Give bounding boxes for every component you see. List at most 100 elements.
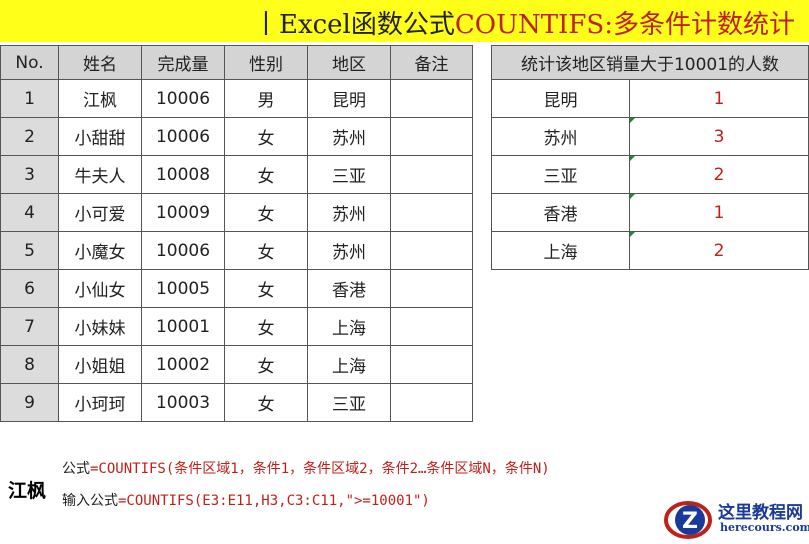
table-cell[interactable]: 10002	[141, 345, 225, 384]
table-cell[interactable]	[390, 345, 473, 384]
table-cell[interactable]: 小可爱	[58, 193, 142, 232]
table-cell[interactable]: 小姐姐	[58, 345, 142, 384]
table-cell[interactable]: 江枫	[58, 79, 142, 118]
formula-example: 输入公式=COUNTIFS(E3:E11,H3,C3:C11,">=10001"…	[62, 493, 430, 509]
table-cell[interactable]	[390, 193, 473, 232]
table-cell[interactable]: 10008	[141, 155, 225, 194]
table-cell[interactable]: 小妹妹	[58, 307, 142, 346]
stats-row: 三亚 2	[491, 155, 809, 194]
stats-row: 上海 2	[491, 231, 809, 270]
region-cell[interactable]: 昆明	[491, 79, 630, 118]
title-banner: 丨Excel函数公式COUNTIFS:多条件计数统计	[0, 0, 809, 42]
column-header: No.	[0, 45, 59, 80]
table-cell[interactable]: 香港	[307, 269, 391, 308]
author-name: 江枫	[8, 480, 47, 502]
count-cell[interactable]: 1	[629, 193, 809, 232]
table-cell[interactable]: 1	[0, 79, 59, 118]
table-row: 8 小姐姐 10002 女上海	[0, 345, 473, 384]
table-row: 7 小妹妹 10001 女上海	[0, 307, 473, 346]
table-cell[interactable]: 女	[224, 117, 308, 156]
count-value: 3	[713, 126, 725, 147]
table-row: 6 小仙女 10005 女香港	[0, 269, 473, 308]
count-cell[interactable]: 1	[629, 79, 809, 118]
table-cell[interactable]: 10006	[141, 117, 225, 156]
table-cell[interactable]: 小魔女	[58, 231, 142, 270]
table-cell[interactable]: 女	[224, 307, 308, 346]
table-cell[interactable]: 小珂珂	[58, 383, 142, 422]
column-header: 备注	[390, 45, 473, 80]
stats-row: 苏州 3	[491, 117, 809, 156]
table-cell[interactable]: 上海	[307, 307, 391, 346]
formula-marker-icon	[630, 232, 635, 237]
region-cell[interactable]: 三亚	[491, 155, 630, 194]
stats-row: 香港 1	[491, 193, 809, 232]
table-cell[interactable]	[390, 155, 473, 194]
count-cell[interactable]: 2	[629, 231, 809, 270]
table-cell[interactable]: 三亚	[307, 383, 391, 422]
table-cell[interactable]: 7	[0, 307, 59, 346]
count-value: 2	[713, 240, 725, 261]
table-cell[interactable]: 小甜甜	[58, 117, 142, 156]
region-cell[interactable]: 上海	[491, 231, 630, 270]
table-cell[interactable]: 10009	[141, 193, 225, 232]
table-cell[interactable]	[390, 383, 473, 422]
count-value: 1	[713, 202, 725, 223]
table-cell[interactable]: 小仙女	[58, 269, 142, 308]
table-cell[interactable]	[390, 117, 473, 156]
table-cell[interactable]: 苏州	[307, 117, 391, 156]
watermark-logo: Z 这里教程网 herecours.com	[660, 496, 809, 540]
column-header: 姓名	[58, 45, 142, 80]
count-cell[interactable]: 2	[629, 155, 809, 194]
stats-table: 统计该地区销量大于10001的人数 昆明 1 苏州 3 三亚 2 香港 1 上海 2	[491, 45, 809, 270]
svg-text:Z: Z	[682, 509, 698, 534]
column-header: 地区	[307, 45, 391, 80]
count-value: 2	[713, 164, 725, 185]
table-cell[interactable]: 10006	[141, 79, 225, 118]
table-row: 3 牛夫人 10008 女三亚	[0, 155, 473, 194]
formula-marker-icon	[630, 156, 635, 161]
table-cell[interactable]: 10003	[141, 383, 225, 422]
table-cell[interactable]: 女	[224, 231, 308, 270]
table-cell[interactable]: 苏州	[307, 231, 391, 270]
logo-z-icon: Z	[664, 501, 712, 539]
table-cell[interactable]: 男	[224, 79, 308, 118]
count-value: 1	[713, 88, 725, 109]
table-cell[interactable]: 上海	[307, 345, 391, 384]
table-cell[interactable]: 女	[224, 269, 308, 308]
table-row: 5 小魔女 10006 女苏州	[0, 231, 473, 270]
count-cell[interactable]: 3	[629, 117, 809, 156]
table-cell[interactable]: 苏州	[307, 193, 391, 232]
employee-table: No. 姓名 完成量 性别 地区 备注 1 江枫 10006 男昆明 2 小甜甜 10006 女苏州 3 牛…	[0, 45, 473, 422]
table-cell[interactable]: 女	[224, 193, 308, 232]
region-cell[interactable]: 苏州	[491, 117, 630, 156]
table-cell[interactable]	[390, 231, 473, 270]
table-cell[interactable]: 女	[224, 383, 308, 422]
table-cell[interactable]: 10005	[141, 269, 225, 308]
table-cell[interactable]	[390, 269, 473, 308]
page-title: 丨Excel函数公式COUNTIFS:多条件计数统计	[252, 10, 795, 40]
formula-marker-icon	[630, 194, 635, 199]
formula-syntax: 公式=COUNTIFS(条件区域1，条件1，条件区域2，条件2…条件区域N，条件…	[62, 461, 550, 477]
table-cell[interactable]: 女	[224, 155, 308, 194]
column-header: 性别	[224, 45, 308, 80]
table-cell[interactable]: 9	[0, 383, 59, 422]
table-cell[interactable]: 8	[0, 345, 59, 384]
table-cell[interactable]: 10001	[141, 307, 225, 346]
table-cell[interactable]: 昆明	[307, 79, 391, 118]
region-cell[interactable]: 香港	[491, 193, 630, 232]
table-cell[interactable]: 5	[0, 231, 59, 270]
table-cell[interactable]: 3	[0, 155, 59, 194]
table-row: 1 江枫 10006 男昆明	[0, 79, 473, 118]
table-row: 9 小珂珂 10003 女三亚	[0, 383, 473, 422]
table-row: 2 小甜甜 10006 女苏州	[0, 117, 473, 156]
table-cell[interactable]: 4	[0, 193, 59, 232]
table-cell[interactable]	[390, 79, 473, 118]
table-cell[interactable]: 6	[0, 269, 59, 308]
formula-marker-icon	[630, 118, 635, 123]
table-cell[interactable]: 10006	[141, 231, 225, 270]
table-cell[interactable]: 三亚	[307, 155, 391, 194]
table-cell[interactable]: 女	[224, 345, 308, 384]
table-cell[interactable]: 2	[0, 117, 59, 156]
table-cell[interactable]	[390, 307, 473, 346]
table-cell[interactable]: 牛夫人	[58, 155, 142, 194]
